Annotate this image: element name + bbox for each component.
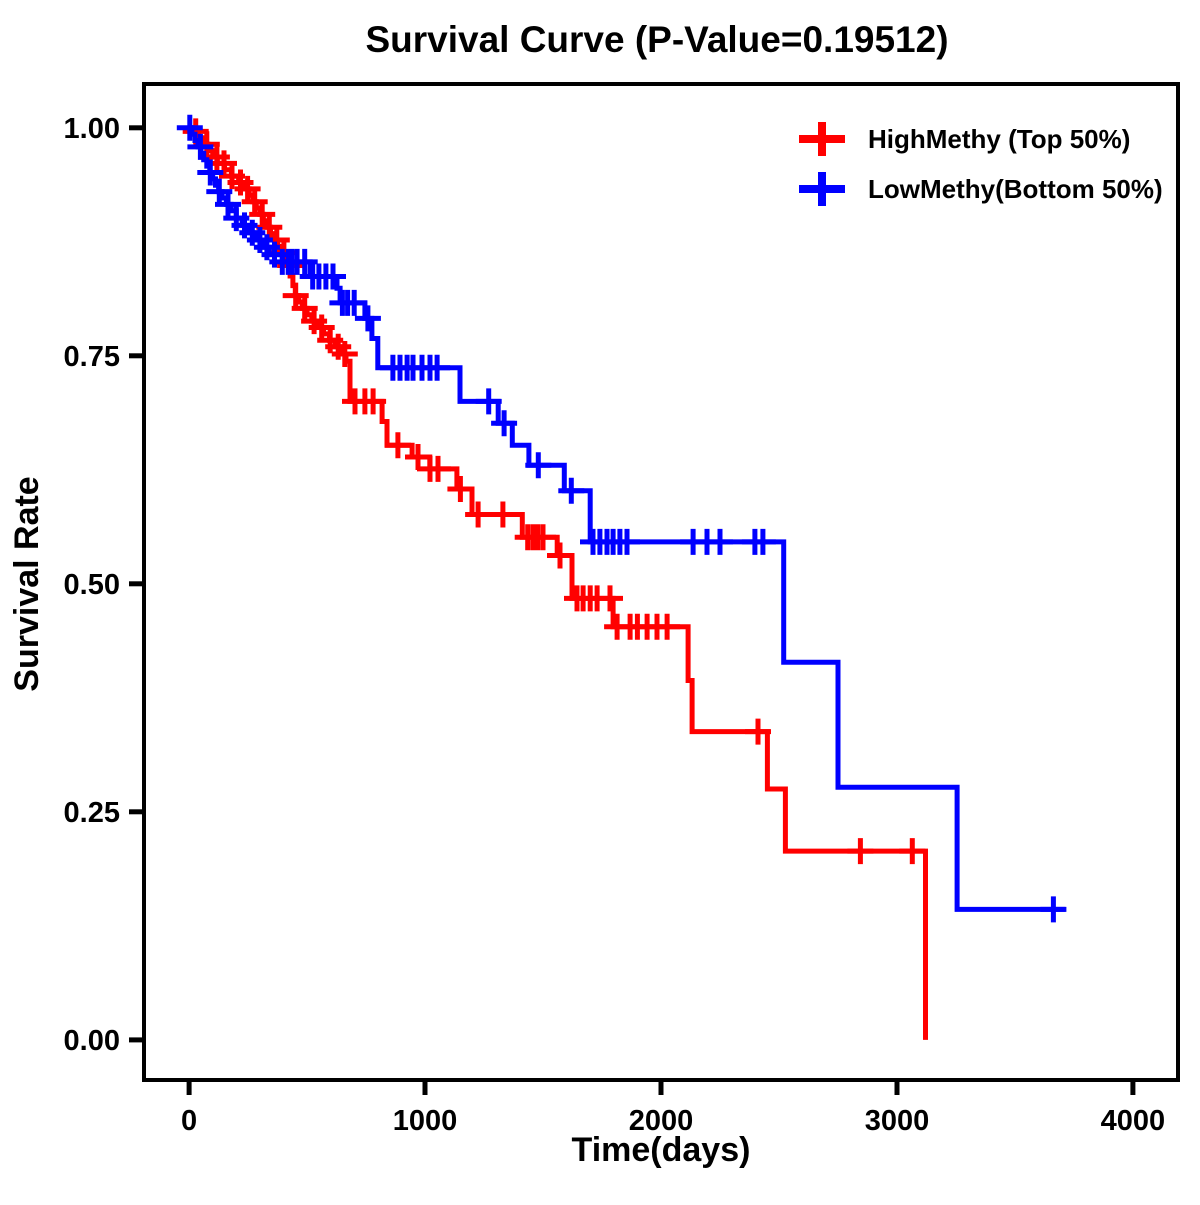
y-tick-label: 0.50 (64, 569, 120, 601)
legend-key-cross (799, 172, 845, 206)
legend-label-lowmethy: LowMethy(Bottom 50%) (868, 174, 1163, 204)
lowmethy-censor-key-icon (799, 172, 845, 206)
legend-item-lowmethy: LowMethy(Bottom 50%) (799, 172, 1163, 206)
km-curves (176, 114, 1067, 1040)
x-tick-label: 2000 (629, 1105, 694, 1137)
legend-key-cross (799, 122, 845, 156)
y-tick-label: 1.00 (64, 113, 120, 145)
highmethy-censor-key-icon (799, 122, 845, 156)
legend: HighMethy (Top 50%) LowMethy(Bottom 50%) (799, 122, 1163, 206)
censor-marks-lowmethy (176, 114, 1067, 923)
y-tick-label: 0.00 (64, 1025, 120, 1057)
legend-label-highmethy: HighMethy (Top 50%) (868, 124, 1130, 154)
x-axis-ticks: 0 1000 2000 3000 4000 (181, 1080, 1165, 1137)
x-tick-label: 3000 (865, 1105, 930, 1137)
censor-marks-highmethy (182, 118, 926, 865)
x-tick-label: 1000 (393, 1105, 458, 1137)
legend-item-highmethy: HighMethy (Top 50%) (799, 122, 1130, 156)
y-tick-label: 0.75 (64, 341, 120, 373)
y-axis-label: Survival Rate (8, 476, 46, 691)
chart-title: Survival Curve (P-Value=0.19512) (365, 19, 948, 60)
x-tick-label: 0 (181, 1105, 197, 1137)
y-tick-label: 0.25 (64, 797, 120, 829)
x-axis-label: Time(days) (572, 1131, 751, 1169)
x-tick-label: 4000 (1101, 1105, 1166, 1137)
y-axis-ticks: 0.00 0.25 0.50 0.75 1.00 (64, 113, 144, 1057)
